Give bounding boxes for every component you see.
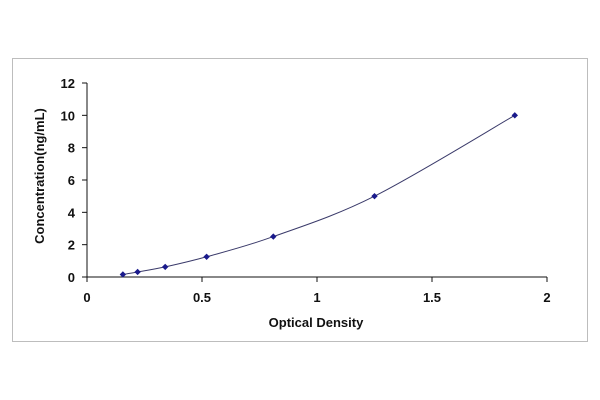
y-tick-label: 10 xyxy=(61,108,75,123)
data-point xyxy=(134,268,141,276)
x-tick-label: 0 xyxy=(83,290,90,305)
y-tick-label: 0 xyxy=(68,270,75,285)
y-tick-label: 6 xyxy=(68,173,75,188)
data-point xyxy=(119,271,127,278)
y-tick-label: 12 xyxy=(61,76,75,91)
fit-curve xyxy=(122,114,516,275)
data-points xyxy=(119,112,518,278)
x-tick-label: 1.5 xyxy=(423,290,441,305)
x-tick-label: 2 xyxy=(543,290,550,305)
ticks: 0 0.5 1 1.5 2 0 2 4 6 8 10 12 xyxy=(61,76,551,305)
data-point xyxy=(203,253,210,260)
chart-frame xyxy=(12,58,588,342)
data-point xyxy=(162,263,169,271)
axes xyxy=(86,83,547,278)
x-tick-label: 0.5 xyxy=(193,290,211,305)
y-tick-label: 2 xyxy=(68,238,75,253)
fit-curve-path xyxy=(122,114,516,275)
y-tick-label: 4 xyxy=(68,205,76,220)
x-tick-label: 1 xyxy=(313,290,320,305)
y-axis-title: Concentration(ng/mL) xyxy=(32,108,47,244)
data-point xyxy=(270,233,277,240)
x-axis-title: Optical Density xyxy=(269,315,364,330)
data-point xyxy=(371,192,378,200)
data-point xyxy=(511,112,518,119)
y-tick-label: 8 xyxy=(68,141,75,156)
